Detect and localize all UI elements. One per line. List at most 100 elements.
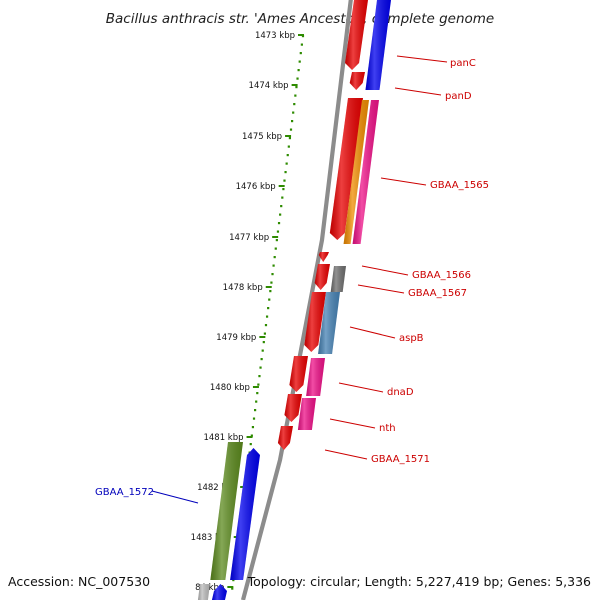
genome-backbone [240,0,353,600]
cds-gbaa1565-red-shade [329,98,363,240]
cds-dnad-pink-shade [306,358,325,396]
cds-gbaa1572-blue-shade [230,448,260,580]
ruler-dot [272,264,275,267]
ruler-dot [256,392,259,395]
ruler-dot [288,137,292,140]
gene-label-gbaa1571[interactable]: GBAA_1571 [371,454,430,465]
ruler-dot [282,188,285,191]
gene-label-panc[interactable]: panC [450,58,476,69]
ruler-dot [257,383,260,386]
ruler-dot [255,400,258,403]
ruler-dot [279,213,282,216]
ruler-dot [273,256,276,259]
ruler-tick-label: 1482 kbp [197,483,237,493]
ruler-dot [280,205,283,208]
ruler-dot [301,35,305,38]
cds-nth-pink-shade [297,398,316,430]
callout-line [338,382,384,393]
ruler-dot [260,358,263,361]
gene-label-nth[interactable]: nth [379,423,396,434]
ruler-dot [250,434,253,437]
ruler-dot [269,290,272,293]
ruler-dot [275,239,278,242]
cds-dnad-red-shade [289,356,308,392]
gene-label-aspb[interactable]: aspB [399,333,424,344]
ruler-dot [259,366,262,369]
ruler-dot [274,247,277,250]
ruler-dot [251,426,255,429]
ruler-dot [231,587,234,590]
ruler-dot [286,154,289,157]
ruler-dot [293,103,296,106]
ruler-dot [232,579,235,582]
gene-label-gbaa1572[interactable]: GBAA_1572 [95,487,154,498]
callout-line [396,55,448,63]
gene-labels [151,55,448,504]
cds-aspb-red-shade [304,292,326,352]
callout-line [151,490,199,504]
ruler-dot [296,77,299,80]
ruler-tick-label: 1474 kbp [249,81,289,91]
cds-nth-red-shade [284,394,302,422]
ruler-dot [276,230,280,233]
ruler-dot [249,443,252,446]
cds-panc-blue-shade [365,0,391,90]
backbone-line [240,0,353,600]
ruler-dot [258,375,261,378]
callout-line [324,449,368,460]
ruler-dot [262,341,265,344]
ruler-dot [290,120,294,123]
ruler-dot [254,409,257,412]
gene-label-gbaa1566[interactable]: GBAA_1566 [412,270,471,281]
cds-aspb-steel-shade [318,292,340,354]
callout-line [329,418,376,429]
ruler-dot [295,86,298,89]
ruler-dot [299,52,302,55]
ruler-dot [264,324,268,327]
ruler-tick-label: 1481 kbp [203,433,243,443]
ruler-dot [263,332,266,335]
ruler-dot [287,145,290,148]
cds-gbaa1571-red-shade [277,426,293,450]
cds-gbaa1566-red-shade [318,252,329,262]
ruler-dot [294,94,297,97]
gene-label-dnad[interactable]: dnaD [387,387,414,398]
cds-gbaa1565-pink-shade [352,100,379,244]
callout-line [357,284,405,294]
cds-bottom-blue-shade [211,584,227,600]
ruler-tick-label: 84 kbp [195,583,224,593]
callout-line [361,265,409,276]
ruler-dot [292,111,295,114]
gene-label-pand[interactable]: panD [445,91,472,102]
callout-line [349,326,396,339]
cds-bottom-gray-shade [197,584,210,600]
ruler-tick-label: 1479 kbp [216,333,256,343]
ruler-tick-label: 1478 kbp [223,283,263,293]
ruler-dot [284,171,287,174]
gene-features [197,0,391,600]
topology-label: Topology: circular; Length: 5,227,419 bp… [247,574,591,589]
cds-pand-red-shade [349,72,365,90]
cds-gbaa1565-orange-shade [343,100,369,244]
cds-gbaa1572-olive-shade [210,442,243,580]
ruler-dot [283,179,286,182]
ruler-dot [285,162,288,165]
ruler-dot [252,417,256,420]
callout-line [380,177,427,186]
ruler-tick-label: 1483 kbp [191,533,231,543]
ruler-tick-label: 1473 kbp [255,31,295,41]
ruler-dot [270,281,273,284]
gene-label-gbaa1567[interactable]: GBAA_1567 [408,288,467,299]
ruler-dot [277,222,281,225]
kbp-ruler: 1473 kbp 1474 kbp 1475 kbp 1476 kbp 1477 kbp… [191,31,305,593]
gene-label-gbaa1565[interactable]: GBAA_1565 [430,180,489,191]
ruler-dot [297,69,300,72]
ruler-dot [281,196,284,199]
ruler-dot [298,60,301,63]
ruler-tick-label: 1475 kbp [242,132,282,142]
ruler-dot [261,349,264,352]
cds-panc-red-shade [345,0,368,70]
callout-line [394,87,442,96]
ruler-dot [300,43,303,46]
